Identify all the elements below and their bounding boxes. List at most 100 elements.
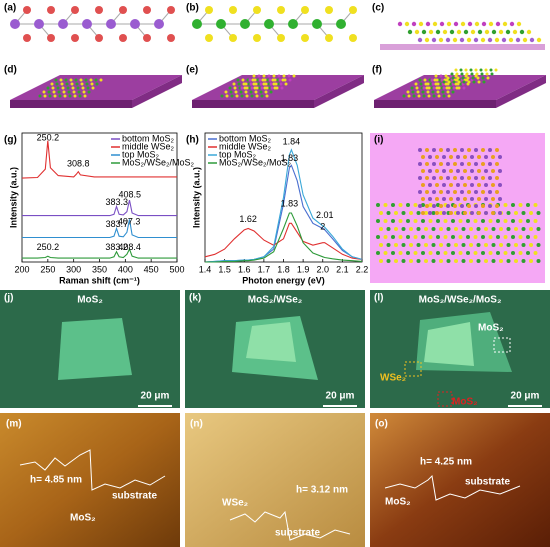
atom (425, 21, 431, 27)
atom (491, 259, 496, 263)
atom (491, 227, 496, 231)
atom (459, 37, 465, 43)
atom (529, 211, 533, 215)
atom (473, 37, 479, 43)
atom (469, 227, 473, 231)
afm-label: substrate (275, 528, 320, 539)
atom (446, 76, 450, 80)
atom (474, 68, 478, 72)
atom (449, 169, 453, 173)
panel-label: (f) (372, 65, 382, 76)
atom (439, 190, 443, 194)
height-profile (19, 449, 166, 491)
atom (442, 211, 446, 215)
atom (480, 72, 484, 76)
atom (506, 211, 511, 215)
slab-side (314, 75, 364, 108)
atom (431, 37, 437, 43)
scale-label: 20 μm (141, 391, 170, 402)
atom (240, 94, 244, 98)
atom (143, 34, 151, 42)
image-title: MoS₂ (77, 295, 103, 306)
atom (376, 235, 380, 239)
atom (470, 197, 474, 201)
atom (474, 162, 478, 166)
atom (475, 72, 479, 76)
x-tick-label: 500 (169, 264, 184, 274)
atom (167, 34, 175, 42)
atom (263, 78, 267, 82)
atom (467, 80, 471, 84)
afm-label: MoS₂ (385, 497, 411, 508)
atom (454, 259, 458, 263)
flake (246, 322, 296, 362)
atom (484, 155, 488, 159)
panel-label: (b) (186, 3, 199, 14)
atom (55, 82, 59, 86)
atom (47, 6, 55, 14)
atom (474, 176, 478, 180)
atom (81, 86, 85, 90)
atom (454, 68, 458, 72)
atom (502, 21, 508, 27)
atom (288, 78, 292, 82)
atom (427, 94, 431, 98)
atom (456, 183, 460, 187)
x-axis-label: Photon energy (eV) (242, 275, 325, 285)
atom (260, 86, 264, 90)
atom (424, 211, 428, 215)
atom (477, 155, 481, 159)
atom (455, 72, 459, 76)
atom (521, 259, 526, 263)
atom (76, 86, 80, 90)
atom (484, 29, 490, 35)
atom (449, 155, 453, 159)
atom (77, 90, 81, 94)
atom (529, 37, 535, 43)
atom (418, 176, 422, 180)
atom (269, 90, 273, 94)
atom (259, 82, 263, 86)
atom (432, 162, 436, 166)
peak-label: 407.3 (118, 216, 141, 226)
atom (477, 211, 481, 215)
slab-side (496, 75, 546, 108)
atom (443, 219, 448, 223)
atom (467, 204, 471, 208)
atom (536, 243, 541, 247)
atom (82, 19, 92, 29)
atom (282, 74, 286, 78)
atom (450, 72, 454, 76)
atom (486, 76, 490, 80)
spectrum-line (22, 247, 177, 259)
atom (386, 259, 391, 263)
atom (401, 259, 406, 263)
panel-label: (l) (374, 293, 383, 304)
atom (411, 21, 417, 27)
atom (421, 155, 425, 159)
atom (443, 251, 448, 255)
atom (470, 155, 474, 159)
atom (484, 259, 488, 263)
atom (435, 169, 439, 173)
x-tick-label: 2.2 (356, 264, 369, 274)
atom (466, 251, 470, 255)
atom (84, 78, 88, 82)
atom (402, 94, 406, 98)
atom (477, 80, 481, 84)
atom (526, 29, 532, 35)
spectrum-line (22, 199, 177, 217)
atom (425, 148, 429, 152)
scale-label: 20 μm (511, 391, 540, 402)
atom (496, 251, 500, 255)
atom (424, 243, 428, 247)
atom (269, 82, 273, 86)
illustrations (0, 6, 550, 547)
atom (491, 211, 495, 215)
atom (511, 251, 515, 255)
atom (488, 176, 492, 180)
atom (424, 259, 428, 263)
atom (60, 82, 64, 86)
atom (239, 90, 243, 94)
atom (283, 78, 287, 82)
